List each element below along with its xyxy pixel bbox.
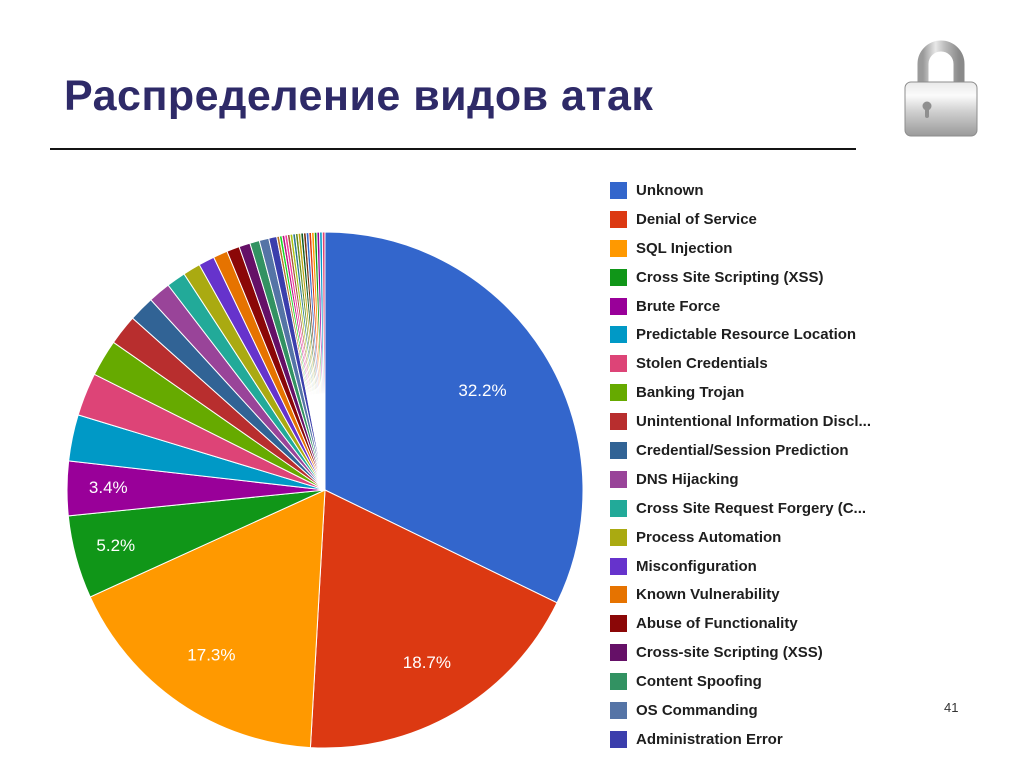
- pie-slice-label: 5.2%: [96, 536, 135, 555]
- legend-item: Content Spoofing: [610, 667, 871, 696]
- legend-item: Credential/Session Prediction: [610, 436, 871, 465]
- title-divider: [50, 148, 856, 150]
- pie-slice: [324, 231, 584, 604]
- legend-swatch: [610, 355, 627, 373]
- legend-label: Denial of Service: [636, 210, 757, 228]
- legend-swatch: [610, 268, 627, 286]
- legend-label: Cross-site Scripting (XSS): [636, 644, 823, 662]
- page-number: 41: [944, 700, 959, 715]
- legend-swatch: [610, 615, 627, 633]
- legend-label: Stolen Credentials: [636, 355, 768, 373]
- legend-label: Credential/Session Prediction: [636, 441, 849, 459]
- legend-label: Predictable Resource Location: [636, 326, 857, 344]
- legend-swatch: [610, 470, 627, 488]
- legend-label: OS Commanding: [636, 701, 758, 719]
- legend-swatch: [610, 413, 627, 431]
- legend-swatch: [610, 644, 627, 662]
- legend-label: DNS Hijacking: [636, 470, 739, 488]
- legend-swatch: [610, 441, 627, 459]
- padlock-icon: [901, 26, 981, 142]
- legend-swatch: [610, 297, 627, 315]
- legend-swatch: [610, 701, 627, 719]
- legend-label: Misconfiguration: [636, 557, 757, 575]
- legend-label: SQL Injection: [636, 239, 733, 257]
- pie-slice-label: 32.2%: [458, 381, 506, 400]
- legend-item: Stolen Credentials: [610, 349, 871, 378]
- legend-label: Cross Site Request Forgery (C...: [636, 499, 867, 517]
- legend-item: Unknown: [610, 176, 871, 205]
- legend-item: Administration Error: [610, 725, 871, 754]
- pie-slice-label: 18.7%: [403, 653, 451, 672]
- legend-item: Denial of Service: [610, 205, 871, 234]
- pie-slice: [309, 489, 558, 749]
- legend-item: Brute Force: [610, 292, 871, 321]
- legend-swatch: [610, 181, 627, 199]
- legend-label: Abuse of Functionality: [636, 615, 798, 633]
- legend-label: Unknown: [636, 181, 704, 199]
- legend-item: Abuse of Functionality: [610, 609, 871, 638]
- legend-swatch: [610, 528, 627, 546]
- legend-label: Known Vulnerability: [636, 586, 780, 604]
- legend-swatch: [610, 499, 627, 517]
- legend-swatch: [610, 239, 627, 257]
- legend-item: DNS Hijacking: [610, 465, 871, 494]
- legend-item: Unintentional Information Discl...: [610, 407, 871, 436]
- legend-swatch: [610, 326, 627, 344]
- legend-label: Banking Trojan: [636, 384, 745, 402]
- pie-slice: [89, 489, 326, 749]
- legend-item: OS Commanding: [610, 696, 871, 725]
- legend-item: Process Automation: [610, 523, 871, 552]
- legend-label: Brute Force: [636, 297, 721, 315]
- legend-swatch: [610, 730, 627, 748]
- legend-swatch: [610, 586, 627, 604]
- legend-item: Cross Site Scripting (XSS): [610, 263, 871, 292]
- pie-slice-label: 3.4%: [89, 478, 128, 497]
- pie-slice-label: 17.3%: [187, 646, 235, 665]
- legend-swatch: [610, 384, 627, 402]
- legend-swatch: [610, 673, 627, 691]
- legend-item: SQL Injection: [610, 234, 871, 263]
- legend-item: Cross Site Request Forgery (C...: [610, 494, 871, 523]
- legend-item: Misconfiguration: [610, 552, 871, 581]
- slide-title: Распределение видов атак: [64, 72, 654, 120]
- legend-label: Unintentional Information Discl...: [636, 413, 872, 431]
- legend-item: Cross-site Scripting (XSS): [610, 638, 871, 667]
- legend-label: Process Automation: [636, 528, 782, 546]
- pie-slice: [321, 231, 326, 491]
- chart-legend: Unknown Denial of Service SQL Injection Cro…: [610, 176, 871, 754]
- legend-swatch: [610, 210, 627, 228]
- legend-item: Banking Trojan: [610, 378, 871, 407]
- legend-label: Content Spoofing: [636, 673, 762, 691]
- legend-label: Cross Site Scripting (XSS): [636, 268, 824, 286]
- legend-item: Known Vulnerability: [610, 580, 871, 609]
- legend-swatch: [610, 557, 627, 575]
- legend-label: Administration Error: [636, 730, 783, 748]
- legend-item: Predictable Resource Location: [610, 320, 871, 349]
